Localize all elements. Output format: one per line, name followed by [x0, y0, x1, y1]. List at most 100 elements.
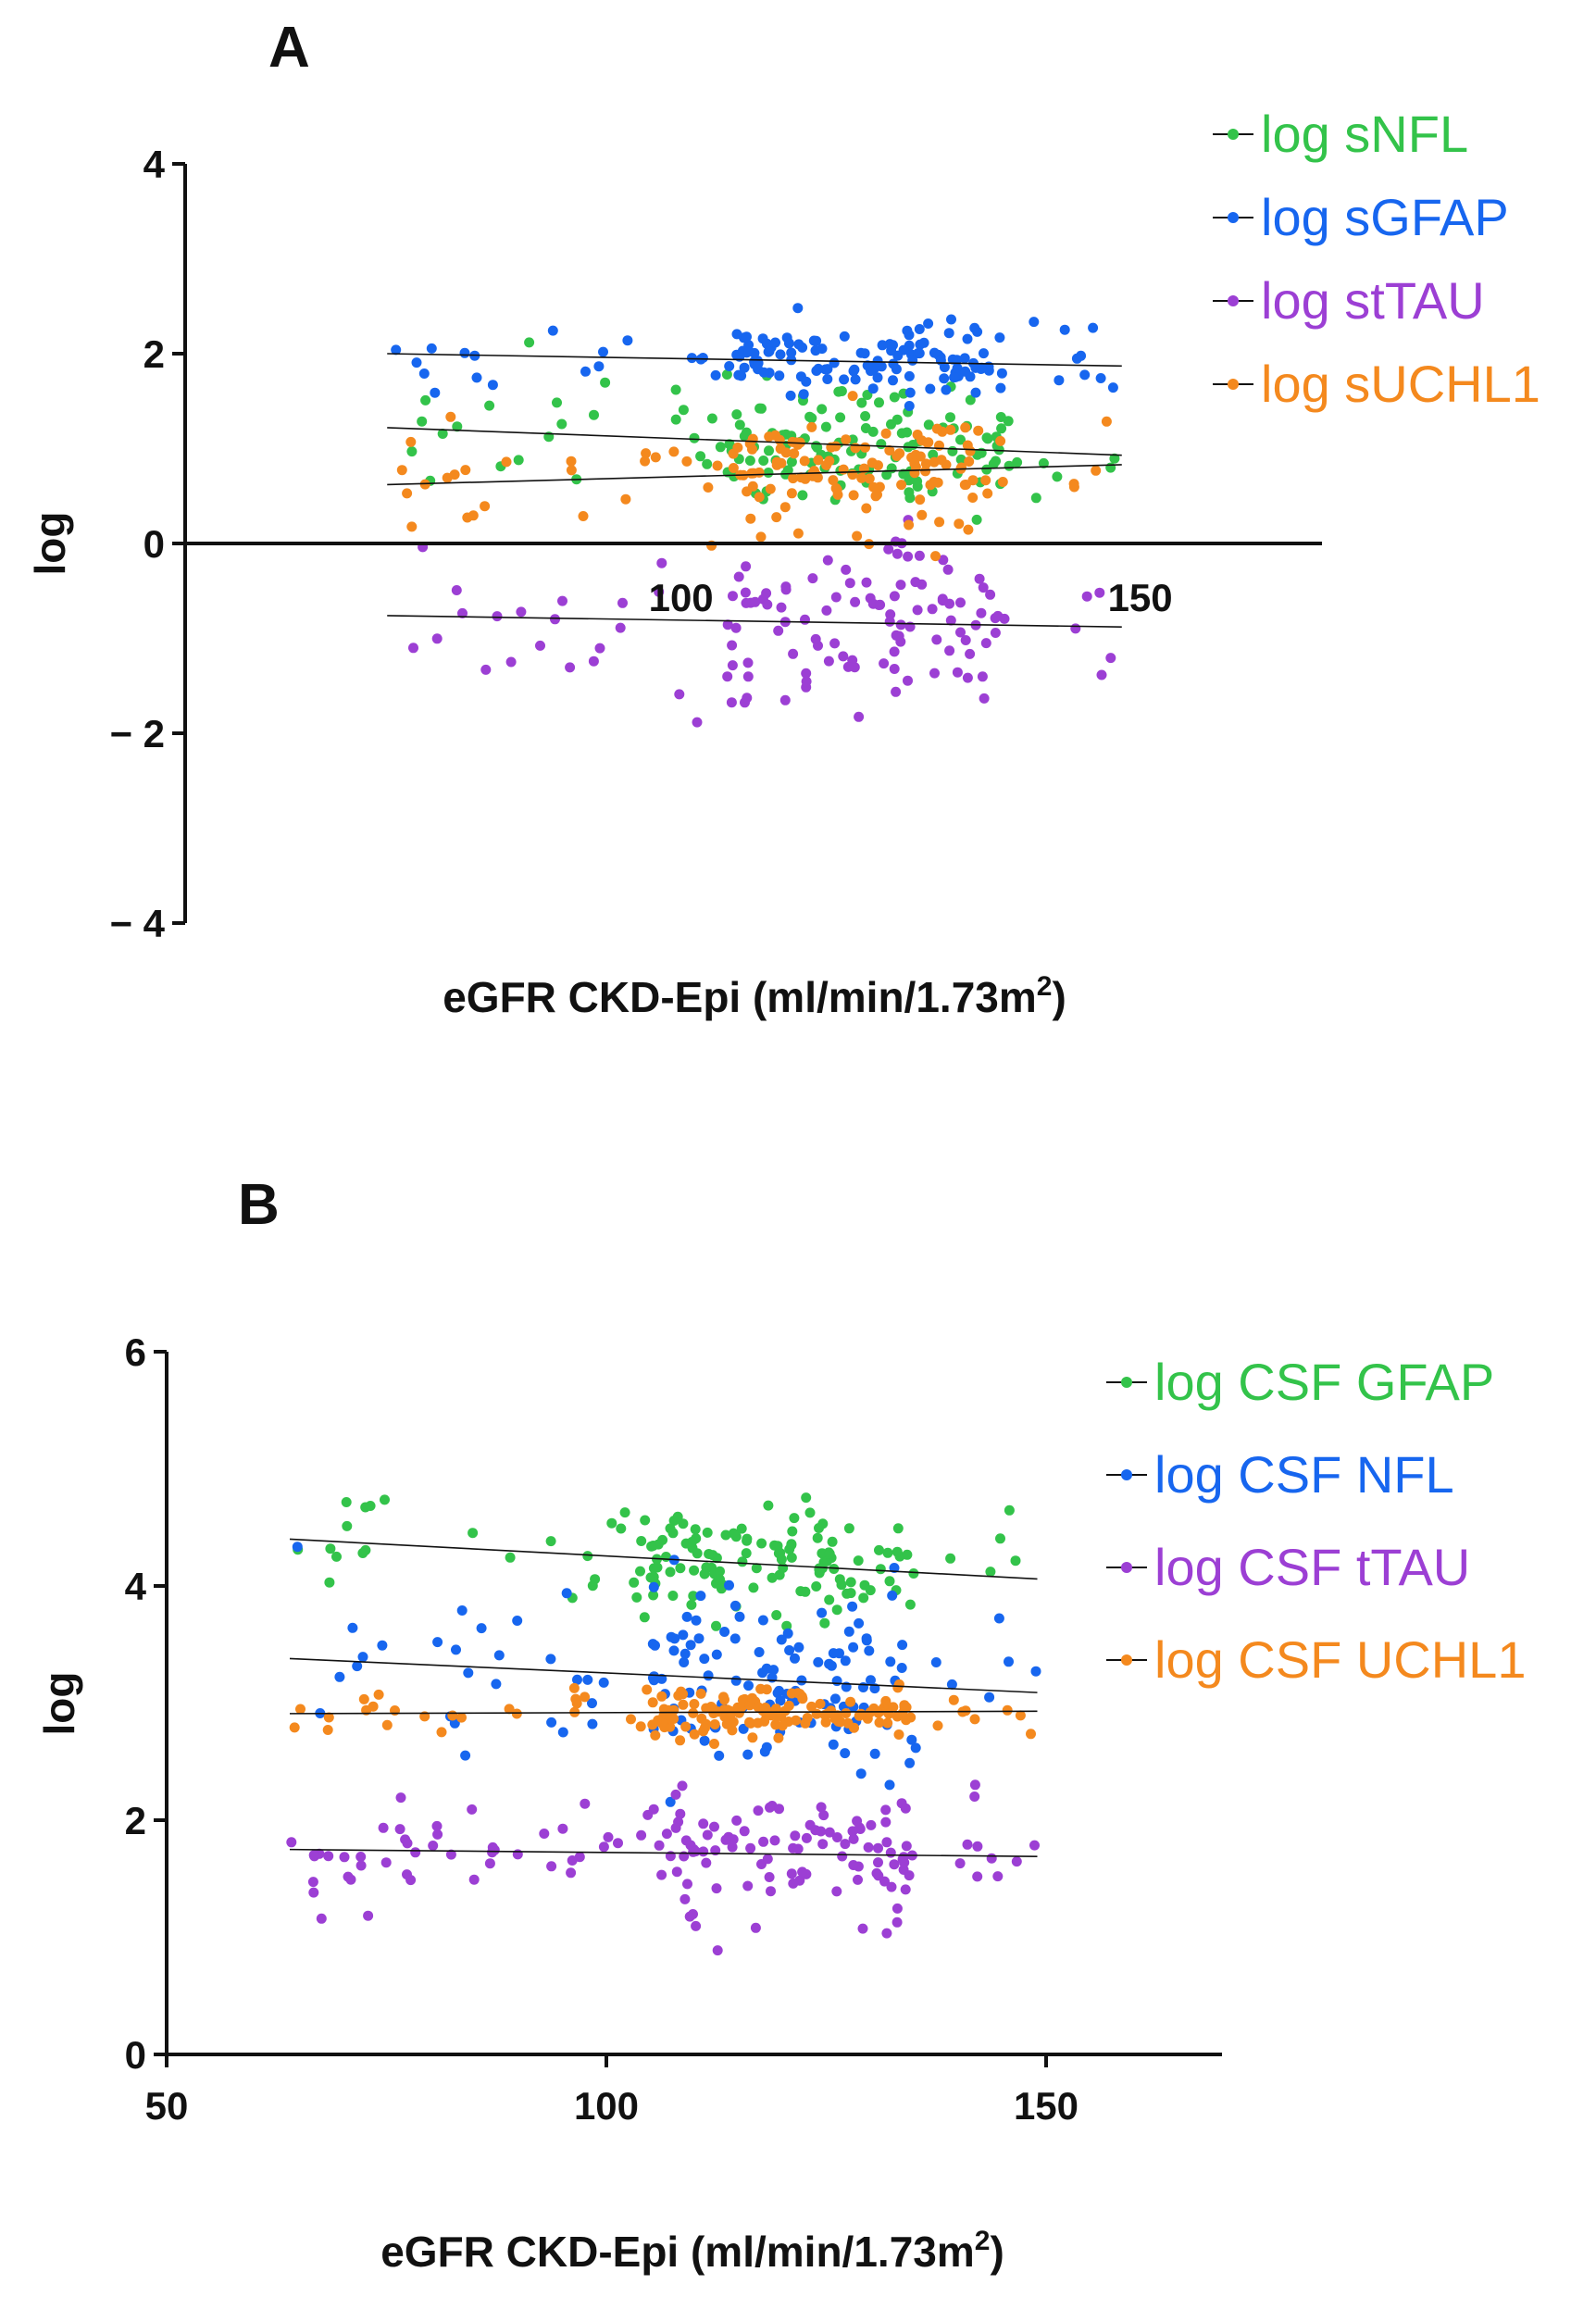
point-log-csf-gfap: [817, 1548, 828, 1559]
point-log-snfl: [902, 427, 913, 438]
panel-a-letter: A: [268, 16, 310, 80]
point-log-snfl: [912, 476, 923, 487]
point-log-csf-gfap: [789, 1513, 800, 1524]
point-log-csf-uchl1: [688, 1707, 699, 1718]
point-log-csf-ttau: [380, 1857, 392, 1868]
point-log-csf-nfl: [904, 1757, 916, 1768]
point-log-sgfap: [426, 343, 437, 354]
point-log-suchl1: [396, 465, 407, 476]
point-log-csf-ttau: [986, 1853, 997, 1864]
point-log-sgfap: [1095, 373, 1106, 383]
point-log-sgfap: [808, 335, 819, 346]
point-log-sttau: [945, 615, 956, 626]
point-log-csf-gfap: [324, 1577, 335, 1588]
point-log-snfl: [689, 432, 700, 443]
point-log-suchl1: [480, 501, 491, 512]
point-log-csf-nfl: [493, 1650, 505, 1661]
point-log-csf-nfl: [699, 1654, 710, 1665]
point-log-csf-ttau: [797, 1866, 808, 1878]
point-log-suchl1: [960, 480, 971, 490]
point-log-csf-ttau: [831, 1832, 842, 1842]
point-log-csf-uchl1: [675, 1735, 686, 1746]
point-log-csf-gfap: [690, 1524, 701, 1535]
y-tick-label: 0: [125, 2033, 146, 2077]
point-log-suchl1: [728, 463, 739, 473]
point-log-snfl: [996, 423, 1007, 434]
point-log-csf-uchl1: [678, 1689, 689, 1700]
point-log-suchl1: [931, 423, 942, 434]
point-log-snfl: [889, 392, 900, 403]
point-log-csf-ttau: [852, 1816, 863, 1827]
point-log-csf-ttau: [1029, 1840, 1040, 1851]
point-log-csf-nfl: [711, 1649, 722, 1660]
point-log-sttau: [955, 627, 966, 638]
point-log-sttau: [730, 622, 742, 633]
trendline-log-snfl: [387, 427, 1122, 456]
point-log-snfl: [406, 446, 418, 457]
point-log-suchl1: [813, 455, 824, 466]
point-log-snfl: [600, 377, 611, 388]
point-log-sttau: [929, 668, 940, 679]
point-log-sgfap: [995, 382, 1006, 393]
point-log-csf-uchl1: [776, 1711, 787, 1722]
point-log-csf-uchl1: [770, 1704, 781, 1715]
point-log-csf-gfap: [775, 1547, 786, 1558]
point-log-csf-ttau: [467, 1804, 478, 1815]
point-log-sttau: [910, 577, 921, 588]
point-log-snfl: [524, 337, 535, 348]
point-log-csf-gfap: [1010, 1555, 1021, 1567]
point-log-sttau: [944, 645, 955, 656]
point-log-csf-gfap: [748, 1582, 759, 1593]
point-log-snfl: [1012, 456, 1023, 468]
point-log-csf-uchl1: [570, 1693, 581, 1704]
trendline-log-sttau: [387, 615, 1122, 628]
point-log-csf-uchl1: [932, 1720, 943, 1731]
point-log-csf-uchl1: [842, 1717, 854, 1729]
point-log-sttau: [985, 589, 996, 600]
point-log-sgfap: [970, 362, 981, 373]
point-log-suchl1: [640, 456, 651, 467]
point-log-sttau: [830, 592, 842, 603]
point-log-sgfap: [947, 354, 958, 365]
point-log-sgfap: [877, 340, 888, 351]
point-log-suchl1: [962, 440, 973, 451]
point-log-csf-gfap: [884, 1576, 895, 1587]
point-log-csf-uchl1: [678, 1699, 689, 1710]
point-log-sttau: [565, 662, 576, 673]
point-log-csf-uchl1: [580, 1692, 591, 1703]
point-log-csf-gfap: [648, 1590, 659, 1601]
point-log-suchl1: [405, 436, 417, 447]
point-log-sttau: [980, 638, 991, 649]
point-log-sgfap: [757, 333, 768, 344]
point-log-sttau: [750, 596, 761, 607]
point-log-csf-gfap: [582, 1551, 593, 1562]
point-log-csf-ttau: [603, 1831, 614, 1842]
point-log-suchl1: [747, 433, 758, 444]
point-log-csf-gfap: [819, 1617, 830, 1629]
point-log-sttau: [727, 640, 738, 651]
point-log-csf-ttau: [691, 1920, 702, 1931]
point-log-csf-ttau: [402, 1869, 412, 1880]
point-log-suchl1: [650, 452, 661, 463]
point-log-snfl: [763, 468, 774, 478]
point-log-sttau: [807, 573, 818, 584]
point-log-csf-gfap: [787, 1526, 798, 1537]
point-log-sgfap: [891, 364, 902, 375]
point-log-suchl1: [868, 481, 879, 493]
point-log-snfl: [1052, 471, 1063, 482]
point-log-csf-ttau: [378, 1822, 389, 1833]
point-log-sgfap: [994, 332, 1005, 343]
point-log-csf-nfl: [854, 1617, 865, 1629]
point-log-csf-nfl: [984, 1692, 995, 1703]
point-log-sttau: [492, 611, 503, 622]
legend-item-log-csf-gfap: log CSF GFAP: [1106, 1353, 1494, 1411]
point-log-snfl: [981, 464, 992, 475]
point-log-sgfap: [459, 347, 470, 358]
point-log-snfl: [945, 412, 955, 423]
point-log-csf-gfap: [751, 1563, 762, 1574]
point-log-csf-ttau: [539, 1829, 550, 1839]
point-log-csf-ttau: [654, 1840, 665, 1851]
point-log-csf-uchl1: [960, 1705, 971, 1717]
point-log-suchl1: [787, 436, 798, 447]
point-log-csf-gfap: [892, 1546, 903, 1557]
